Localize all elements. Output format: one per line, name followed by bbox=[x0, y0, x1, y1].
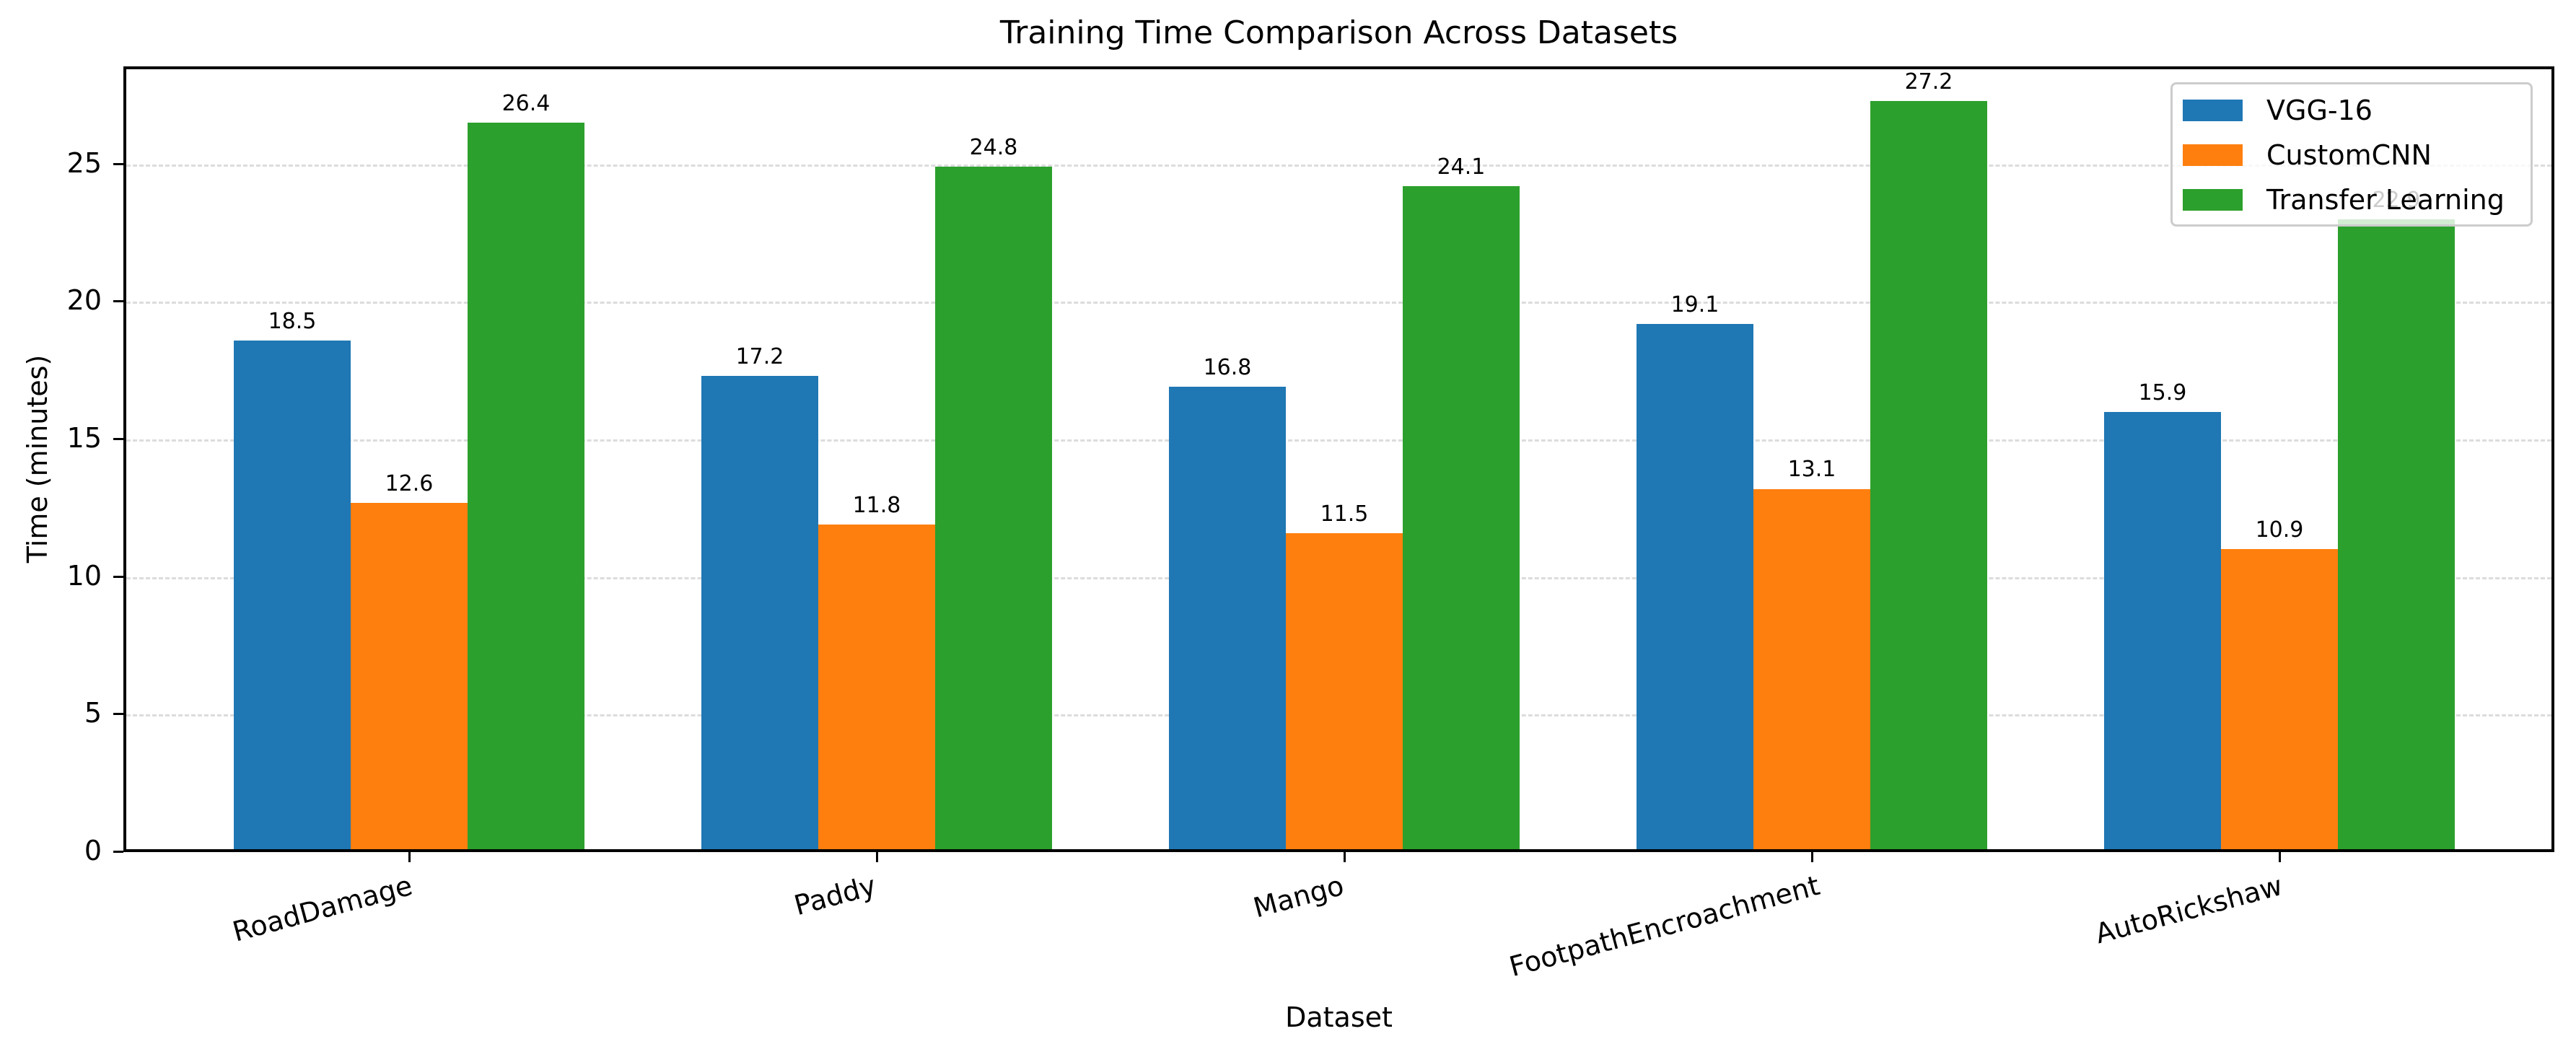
legend-label: VGG-16 bbox=[2266, 95, 2373, 126]
bar-value-label: 27.2 bbox=[1904, 69, 1953, 95]
bar-transfer-learning-roaddamage bbox=[468, 123, 584, 849]
legend-swatch bbox=[2183, 189, 2243, 211]
bar-customcnn-roaddamage bbox=[351, 502, 468, 849]
grid-line bbox=[126, 439, 2551, 442]
y-tick-label: 0 bbox=[84, 835, 102, 867]
y-tick-label: 10 bbox=[66, 559, 102, 592]
bar-transfer-learning-paddy bbox=[935, 167, 1052, 849]
y-tick bbox=[113, 300, 123, 303]
x-axis-label: Dataset bbox=[1285, 1001, 1393, 1033]
chart-title: Training Time Comparison Across Datasets bbox=[999, 14, 1678, 51]
x-tick bbox=[2279, 852, 2281, 862]
x-tick bbox=[1344, 852, 1346, 862]
legend: VGG-16 CustomCNN Transfer Learning bbox=[2170, 82, 2533, 227]
bar-value-label: 26.4 bbox=[501, 91, 551, 117]
legend-item: Transfer Learning bbox=[2183, 184, 2505, 216]
legend-label: Transfer Learning bbox=[2266, 184, 2505, 216]
bar-customcnn-paddy bbox=[818, 525, 935, 849]
bar-customcnn-footpathencroachment bbox=[1753, 488, 1870, 849]
legend-label: CustomCNN bbox=[2266, 139, 2432, 171]
x-tick-label: RoadDamage bbox=[229, 869, 416, 948]
bar-transfer-learning-footpathencroachment bbox=[1870, 100, 1987, 849]
y-tick-label: 5 bbox=[84, 697, 102, 729]
bar-value-label: 15.9 bbox=[2138, 380, 2187, 405]
bar-vgg-16-autorickshaw bbox=[2104, 411, 2221, 849]
bar-value-label: 11.8 bbox=[852, 493, 901, 519]
bar-transfer-learning-mango bbox=[1403, 186, 1520, 849]
grid-line bbox=[126, 164, 2551, 167]
y-axis-label: Time (minutes) bbox=[22, 354, 53, 563]
x-tick-label: Paddy bbox=[791, 869, 880, 922]
bar-vgg-16-roaddamage bbox=[234, 340, 351, 849]
bar-value-label: 24.8 bbox=[969, 135, 1018, 161]
legend-swatch bbox=[2183, 144, 2243, 166]
legend-swatch bbox=[2183, 100, 2243, 121]
plot-area: 18.5 12.6 26.4 17.2 11.8 24.8 16.8 11.5 24.1 19.1… bbox=[123, 66, 2554, 852]
bar-value-label: 11.5 bbox=[1320, 501, 1369, 527]
x-tick-label: Mango bbox=[1250, 869, 1348, 924]
bar-value-label: 10.9 bbox=[2255, 517, 2304, 543]
y-tick bbox=[113, 851, 123, 853]
bar-customcnn-autorickshaw bbox=[2221, 549, 2338, 849]
bar-value-label: 13.1 bbox=[1787, 457, 1836, 483]
y-tick bbox=[113, 713, 123, 716]
bar-value-label: 12.6 bbox=[385, 470, 434, 496]
y-tick bbox=[113, 438, 123, 441]
bar-vgg-16-footpathencroachment bbox=[1637, 323, 1753, 849]
bar-value-label: 24.1 bbox=[1437, 154, 1486, 180]
y-tick bbox=[113, 575, 123, 578]
x-tick-label: FootpathEncroachment bbox=[1505, 869, 1823, 983]
x-tick bbox=[1811, 852, 1813, 862]
bar-value-label: 19.1 bbox=[1670, 291, 1719, 317]
bar-value-label: 16.8 bbox=[1203, 355, 1252, 381]
y-tick-label: 20 bbox=[66, 284, 102, 317]
legend-item: VGG-16 bbox=[2183, 95, 2373, 126]
bar-value-label: 17.2 bbox=[735, 344, 784, 370]
y-tick bbox=[113, 162, 123, 165]
y-tick-label: 25 bbox=[66, 146, 102, 179]
bar-vgg-16-paddy bbox=[701, 376, 818, 849]
bar-customcnn-mango bbox=[1286, 532, 1403, 849]
grid-line bbox=[126, 302, 2551, 304]
bar-vgg-16-mango bbox=[1169, 387, 1286, 849]
legend-item: CustomCNN bbox=[2183, 139, 2432, 171]
bar-transfer-learning-autorickshaw bbox=[2338, 219, 2455, 849]
x-tick bbox=[876, 852, 878, 862]
x-tick bbox=[408, 852, 411, 862]
bar-value-label: 18.5 bbox=[268, 308, 317, 334]
x-tick-label: AutoRickshaw bbox=[2092, 869, 2287, 950]
y-tick-label: 15 bbox=[66, 422, 102, 455]
